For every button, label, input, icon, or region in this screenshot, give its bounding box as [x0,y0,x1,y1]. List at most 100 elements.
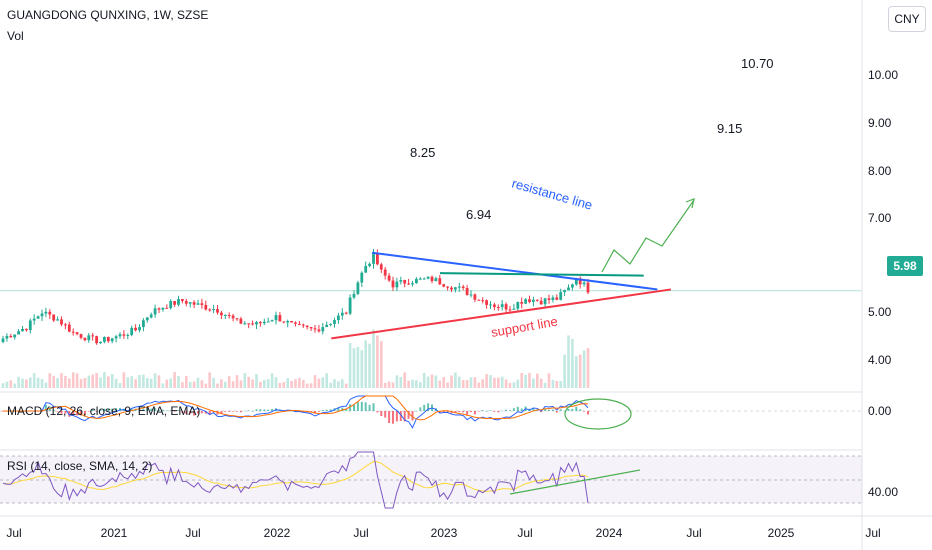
candle-body [368,263,371,267]
macd-histogram-bar [356,402,359,411]
macd-histogram-bar [509,410,511,411]
volume-bar [239,380,243,388]
candle-body [387,275,391,281]
volume-bar [461,379,465,388]
volume-bar [512,382,516,388]
candle-body [418,278,422,280]
macd-histogram-bar [64,411,67,414]
volume-bar [368,343,371,388]
candle-body [465,288,469,295]
macd-histogram-bar [197,411,199,414]
candle-body [286,321,290,323]
volume-bar [485,374,488,388]
volume-bar [454,372,457,388]
volume-bar [52,376,55,388]
macd-histogram-bar [130,409,133,411]
macd-histogram-bar [267,409,270,411]
volume-bar [376,335,379,388]
candle-body [145,317,149,321]
macd-histogram-bar [380,411,383,416]
macd-histogram-bar [115,408,118,411]
support-line-label: support line [490,314,559,340]
macd-histogram-bar [481,410,484,411]
macd-histogram-bar [146,407,149,411]
currency-button[interactable]: CNY [888,6,926,32]
candle-body [270,320,274,322]
candle-body [403,279,407,284]
macd-histogram-bar [427,403,430,411]
candle-body [52,314,56,321]
candle-body [535,299,539,301]
candle-body [208,309,212,311]
volume-bar [220,379,223,388]
volume-bar [551,379,555,388]
macd-histogram-bar [493,411,496,412]
volume-bar [290,380,293,388]
volume-bar [110,374,114,388]
candle-body [563,290,566,293]
volume-bar [360,350,364,388]
volume-bar [185,375,188,388]
macd-histogram-bar [419,407,422,411]
resistance-line-label: resistance line [510,175,594,212]
candle-body [305,325,309,328]
macd-histogram-bar [52,409,55,411]
candle-body [192,302,196,305]
candle-body [481,300,485,302]
candle-body [504,304,508,310]
macd-histogram-bar [208,411,211,416]
candle-body [243,323,247,325]
volume-bar [504,379,508,388]
candle-body [524,299,527,304]
candle-body [28,320,32,331]
volume-bar [243,373,247,388]
volume-bar [586,348,590,388]
macd-histogram-bar [177,410,180,411]
volume-bar [298,377,301,388]
macd-histogram-bar [360,401,363,411]
candle-body [422,278,426,280]
volume-bar [196,377,200,388]
volume-bar [302,380,305,388]
candle-body [325,324,329,328]
macd-histogram-bar [181,411,184,413]
candle-body [528,299,531,302]
volume-bar [122,372,126,388]
candle-body [204,304,208,310]
macd-histogram-bar [571,408,574,411]
candle-body [329,323,332,325]
candle-body [582,282,586,285]
volume-bar [17,376,20,388]
macd-histogram-bar [161,409,164,411]
volume-bar [68,378,71,388]
volume-bar [282,382,286,388]
candle-body [399,279,403,282]
volume-bar [208,372,211,388]
candle-body [106,337,110,342]
volume-bar [341,379,344,388]
macd-histogram-bar [212,411,215,413]
macd-histogram-bar [388,411,391,423]
volume-bar [508,382,512,388]
macd-highlight-ellipse [564,398,632,430]
candle-body [56,319,59,321]
rsi-label[interactable]: RSI (14, close, SMA, 14, 2) [7,459,153,473]
macd-histogram-bar [259,409,262,411]
candle-body [21,328,24,332]
price-tick: 9.00 [868,116,892,130]
macd-zero-tick: 0.00 [868,404,892,418]
macd-histogram-bar [138,408,141,411]
volume-bar [329,382,332,388]
macd-histogram-bar [454,411,457,414]
candle-body [153,308,157,315]
candle-body [376,252,379,265]
volume-bar [348,342,352,388]
candle-body [71,331,75,333]
volume-bar [294,379,297,388]
macd-histogram-bar [395,411,398,422]
projection-path [601,199,695,273]
time-tick: 2021 [100,526,128,540]
macd-label[interactable]: MACD (12, 26, close, 9, EMA, EMA) [7,404,201,418]
volume-bar [188,381,192,388]
candle-body [426,276,430,279]
